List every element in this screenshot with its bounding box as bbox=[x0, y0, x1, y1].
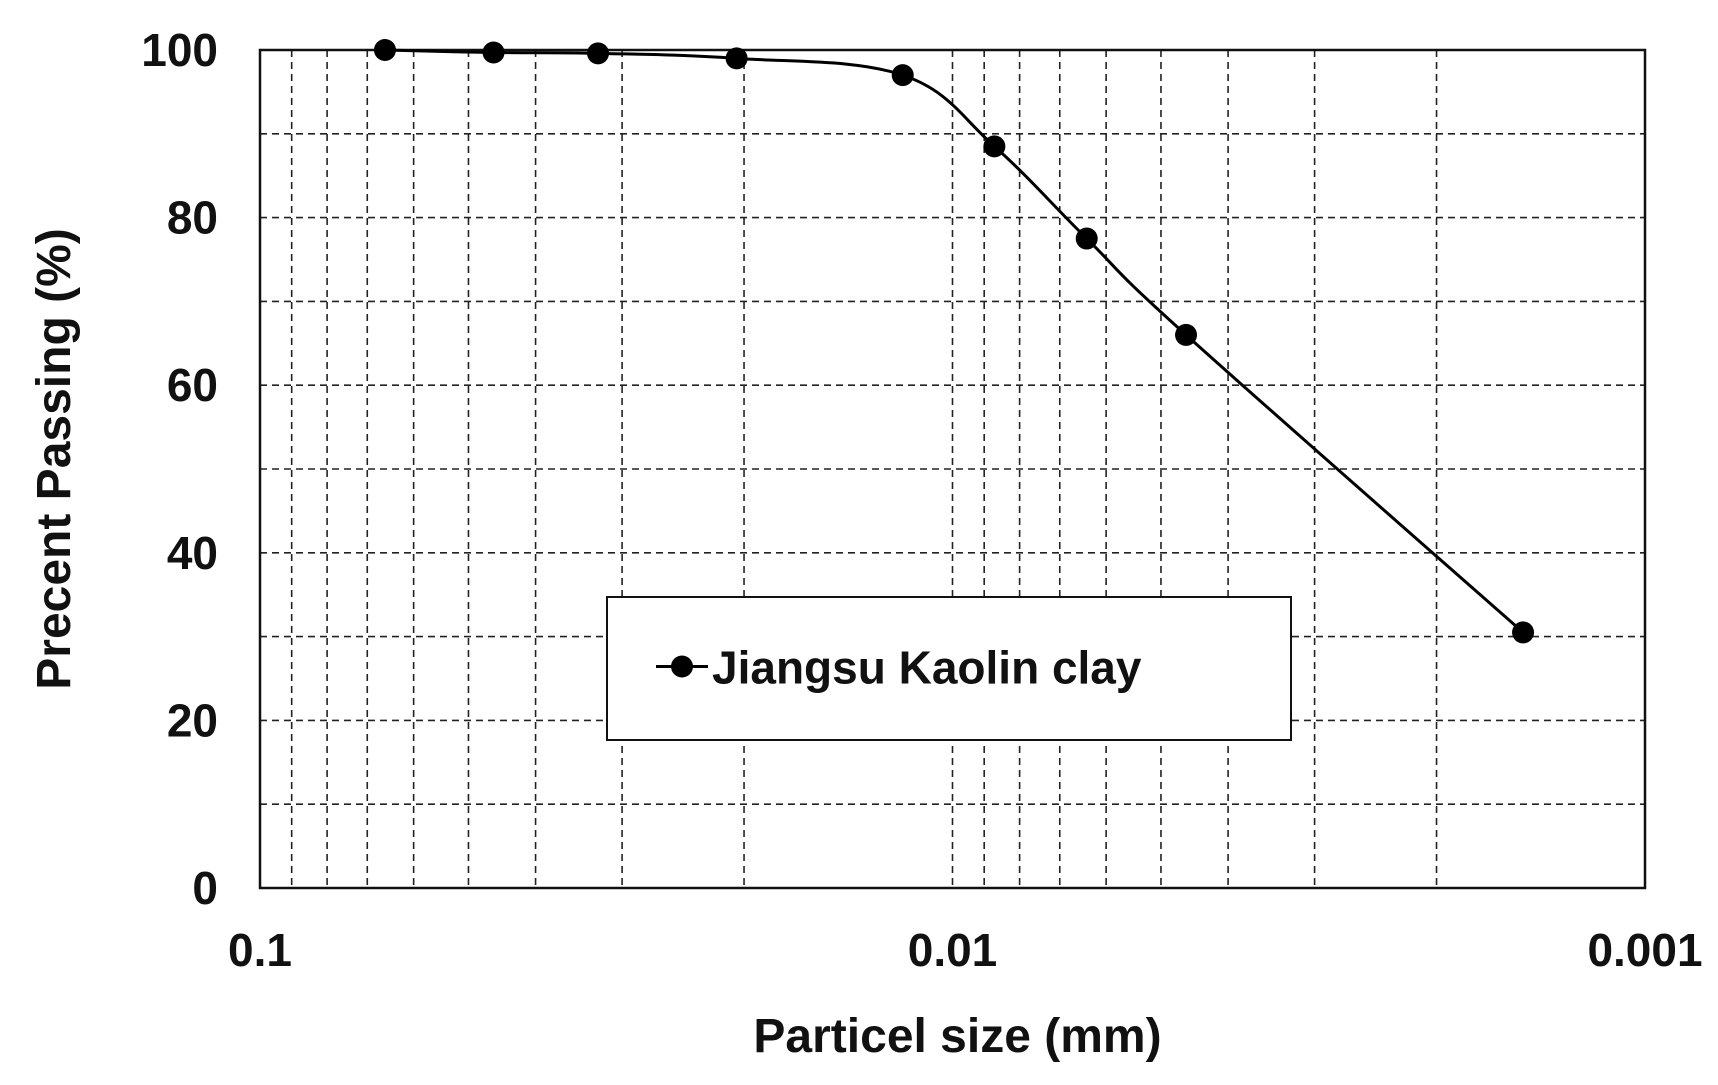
y-tick-label: 100 bbox=[141, 24, 218, 76]
y-axis-title: Precent Passing (%) bbox=[28, 228, 81, 689]
y-tick-labels: 0 20 40 60 80 100 bbox=[141, 24, 218, 914]
data-point bbox=[482, 41, 505, 64]
x-axis-title: Particel size (mm) bbox=[753, 1010, 1161, 1063]
y-tick-label: 60 bbox=[167, 359, 218, 411]
series-lines bbox=[384, 48, 1525, 634]
y-tick-label: 0 bbox=[192, 862, 218, 914]
y-tick-label: 80 bbox=[167, 192, 218, 244]
x-tick-label: 0.1 bbox=[228, 924, 292, 976]
y-tick-label: 40 bbox=[167, 527, 218, 579]
x-tick-label: 0.01 bbox=[908, 924, 998, 976]
data-point bbox=[983, 135, 1006, 158]
x-tick-labels: 0.1 0.01 0.001 bbox=[228, 924, 1703, 976]
legend: Jiangsu Kaolin clay bbox=[606, 596, 1292, 741]
data-point bbox=[373, 39, 396, 61]
x-tick-label: 0.001 bbox=[1587, 924, 1702, 976]
series-points bbox=[373, 39, 1535, 644]
plot-frame bbox=[258, 48, 1647, 890]
data-point bbox=[725, 47, 748, 70]
data-point bbox=[587, 42, 610, 65]
data-point bbox=[1512, 621, 1535, 644]
grid bbox=[260, 50, 1645, 888]
legend-box bbox=[606, 596, 1292, 741]
legend-label: Jiangsu Kaolin clay bbox=[712, 642, 1142, 694]
y-tick-label: 20 bbox=[167, 694, 218, 746]
series-line bbox=[384, 48, 1525, 634]
data-point bbox=[891, 64, 914, 87]
legend-marker-icon bbox=[671, 655, 693, 678]
data-point bbox=[1075, 227, 1098, 250]
data-point bbox=[1175, 323, 1198, 346]
